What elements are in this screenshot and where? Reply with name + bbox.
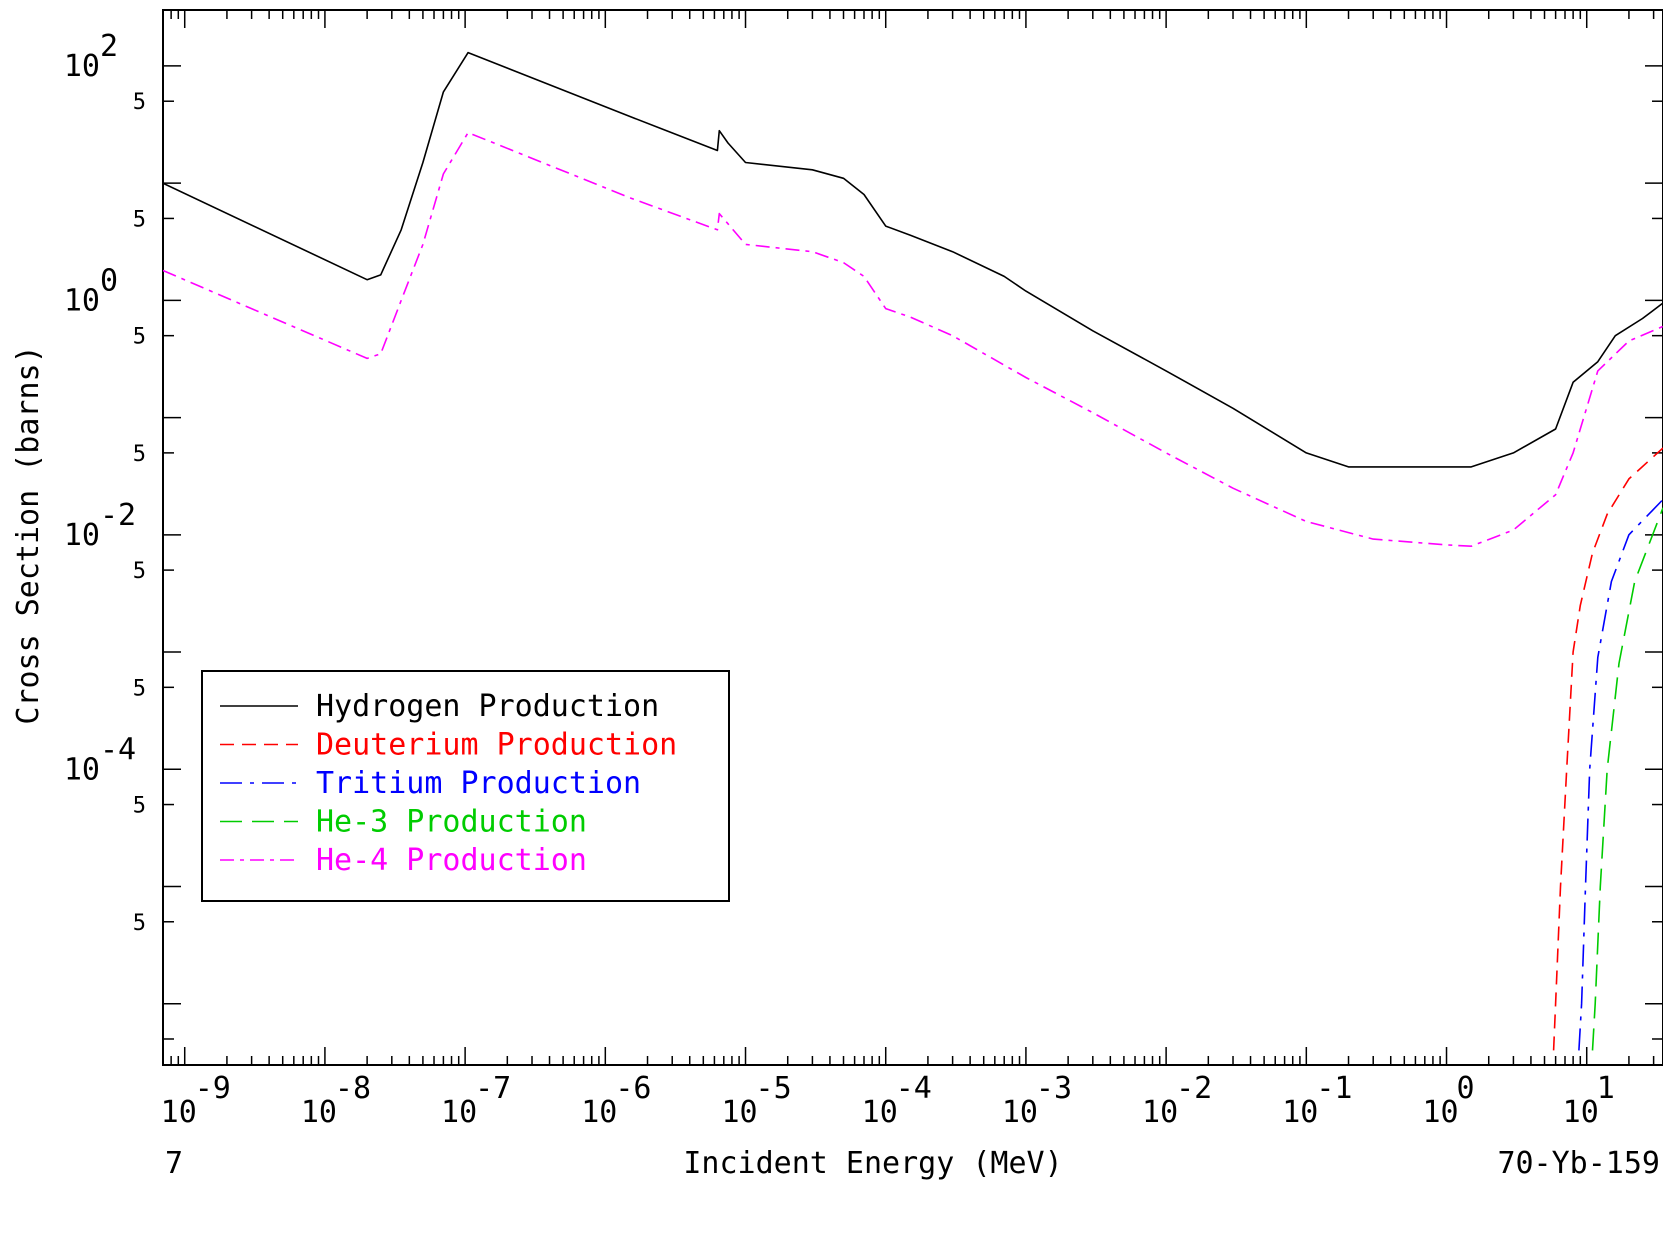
y-minor-tick-label: 5 [133,559,146,584]
x-tick-label-exponent: 0 [1457,1071,1475,1106]
x-tick-label-exponent: 1 [1597,1071,1615,1106]
footer-right-label: 70-Yb-159 [1497,1146,1660,1181]
y-tick-label-exponent: -2 [100,498,136,533]
x-tick-label-base: 10 [441,1095,477,1130]
series-line-4 [1591,507,1663,1051]
x-tick-label-base: 10 [301,1095,337,1130]
legend-label: He-3 Production [316,805,587,840]
legend-label: Deuterium Production [316,728,677,763]
x-tick-label-base: 10 [581,1095,617,1130]
legend-label: Hydrogen Production [316,689,659,724]
x-tick-label-base: 10 [862,1095,898,1130]
x-tick-label: 101 [1563,1071,1615,1130]
y-minor-tick-label: 5 [133,325,146,350]
y-minor-tick-label: 5 [133,911,146,936]
x-tick-label: 10-8 [301,1071,371,1130]
x-tick-label-exponent: -7 [475,1071,511,1106]
x-tick-label-exponent: -2 [1176,1071,1212,1106]
y-axis-label: Cross Section (barns) [11,345,46,724]
legend-label: He-4 Production [316,843,587,878]
x-tick-label: 10-5 [721,1071,791,1130]
axis-ticks [162,10,1663,1065]
legend-label: Tritium Production [316,766,641,801]
x-tick-label-exponent: -9 [195,1071,231,1106]
x-tick-label: 10-1 [1282,1071,1352,1130]
x-tick-label-base: 10 [1002,1095,1038,1130]
x-tick-label-base: 10 [721,1095,757,1130]
x-tick-label-base: 10 [1563,1095,1599,1130]
y-minor-tick-label: 5 [133,676,146,701]
x-tick-label-exponent: -5 [756,1071,792,1106]
series-line-1 [163,51,1663,468]
y-tick-label-exponent: 0 [100,263,118,298]
y-tick-label: 10-4 [64,732,136,787]
y-minor-tick-label: 5 [133,794,146,819]
series-group [163,51,1663,1051]
footer-left-label: 7 [165,1146,183,1181]
y-minor-tick-label: 5 [133,442,146,467]
y-tick-label: 102 [64,29,118,84]
y-tick-label-base: 10 [64,49,100,84]
axis-tick-labels: 10-910-810-710-610-510-410-310-210-11001… [64,29,1615,1130]
y-tick-label-exponent: -4 [100,732,136,767]
x-tick-label-base: 10 [1282,1095,1318,1130]
y-tick-label-base: 10 [64,518,100,553]
series-line-2 [1552,447,1663,1051]
y-tick-label: 10-2 [64,498,136,553]
y-tick-label-exponent: 2 [100,29,118,64]
x-tick-label: 100 [1422,1071,1474,1130]
x-tick-label: 10-3 [1002,1071,1072,1130]
y-tick-label: 100 [64,263,118,318]
x-tick-label: 10-4 [862,1071,932,1130]
x-tick-label-exponent: -8 [335,1071,371,1106]
x-tick-label: 10-7 [441,1071,511,1130]
x-tick-label-exponent: -1 [1316,1071,1352,1106]
y-minor-tick-label: 5 [133,90,146,115]
legend: Hydrogen Production Deuterium ProductionT… [201,670,730,902]
x-tick-label-exponent: -6 [615,1071,651,1106]
x-tick-label-base: 10 [1142,1095,1178,1130]
plot-frame [162,9,1663,1066]
x-tick-label-base: 10 [1422,1095,1458,1130]
x-tick-label-exponent: -3 [1036,1071,1072,1106]
series-line-3 [1578,498,1663,1051]
legend-box [201,670,730,902]
x-axis-label: Incident Energy (MeV) [683,1146,1062,1181]
x-tick-label: 10-9 [161,1071,231,1130]
x-tick-label: 10-6 [581,1071,651,1130]
x-tick-label: 10-2 [1142,1071,1212,1130]
y-minor-tick-label: 5 [133,207,146,232]
y-tick-label-base: 10 [64,752,100,787]
x-tick-label-exponent: -4 [896,1071,932,1106]
x-tick-label-base: 10 [161,1095,197,1130]
y-tick-label-base: 10 [64,283,100,318]
series-line-5 [163,131,1663,547]
